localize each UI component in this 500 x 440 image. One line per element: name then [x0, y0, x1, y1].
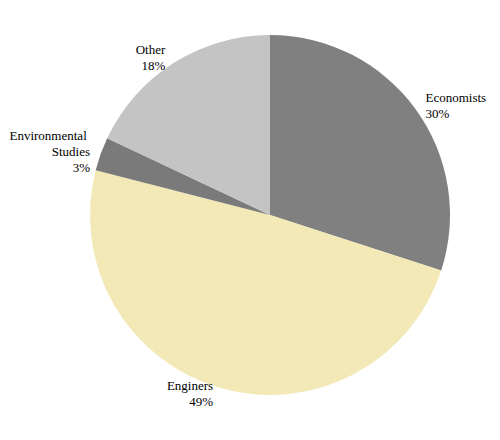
- svg-text:Environmental: Environmental: [9, 128, 90, 143]
- svg-text:Other: Other: [136, 42, 166, 57]
- svg-text:30%: 30%: [425, 106, 449, 121]
- svg-text:Studies: Studies: [52, 144, 90, 159]
- svg-text:18%: 18%: [141, 58, 165, 73]
- svg-text:3%: 3%: [73, 160, 91, 175]
- svg-text:49%: 49%: [189, 394, 213, 409]
- svg-text:Enginers: Enginers: [167, 378, 213, 393]
- svg-text:Economists: Economists: [425, 90, 486, 105]
